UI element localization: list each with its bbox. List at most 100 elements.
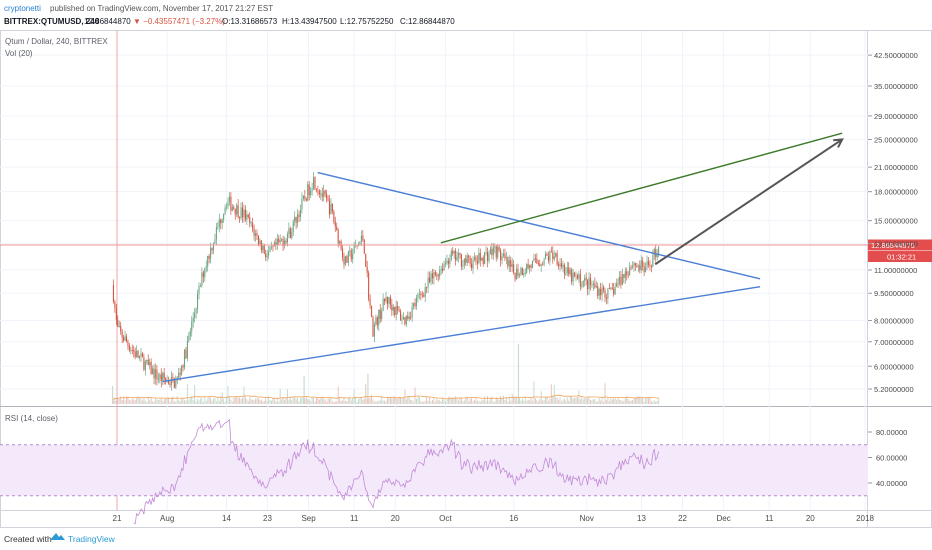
volume-bar [272,397,274,404]
candle-body [504,253,506,259]
candle-body [610,287,612,289]
candle-body [228,196,230,202]
volume-bar [256,398,258,404]
candle-body [202,272,204,277]
volume-bar [355,397,357,404]
candle-body [620,276,622,285]
volume-bar [371,394,373,404]
candle-body [456,256,458,261]
candle-body [446,260,448,263]
candle-body [159,374,161,379]
candle-body [368,272,370,299]
trendline-green [440,132,843,244]
volume-bar [124,400,126,404]
candle-body [124,336,126,341]
candle-body [500,250,502,261]
last-price-header: 12.86844870 [84,17,131,26]
volume-bar [410,399,412,404]
volume-bar [452,397,454,404]
candle-body [453,250,455,254]
volume-bar [434,401,436,404]
candle-body [385,296,387,302]
time-tick-label: 16 [509,514,518,523]
candle-body [582,280,584,287]
candle-body [402,317,404,320]
candle-body [375,317,377,325]
candle-body [252,222,254,230]
volume-bar [297,397,299,404]
tradingview-brand[interactable]: TradingView [68,534,116,544]
volume-bar [656,401,658,404]
candle-body [346,256,348,263]
volume-bar [626,396,628,404]
volume-bar [131,398,133,404]
volume-bar [115,400,117,404]
volume-bar [125,396,127,404]
volume-bar [285,398,287,404]
candle-body [616,283,618,287]
candle-body [336,226,338,230]
volume-bar [346,401,348,404]
candle-body [189,331,191,336]
volume-bar [150,397,152,404]
volume-bar [482,400,484,404]
volume-bar [313,397,315,404]
candle-body [283,240,286,246]
candle-body [211,247,213,251]
candle-body [565,272,567,274]
published-text: published on TradingView.com, November 1… [50,4,273,13]
volume-bar [239,397,241,404]
volume-bar [479,401,481,404]
volume-bar [468,401,470,404]
author-link[interactable]: cryptonetti [4,4,41,13]
candle-body [366,266,368,273]
volume-bar [494,401,496,404]
candle-body [533,258,535,261]
candle-body [427,277,429,288]
candle-body [465,258,467,263]
volume-bar [589,399,591,404]
candle-body [426,287,428,288]
volume-bar [565,400,567,404]
volume-bar [252,399,254,404]
candle-body [652,255,654,267]
candle-body [491,248,493,256]
candle-body [270,246,273,248]
volume-bar [398,396,400,404]
candle-body [278,238,280,243]
candle-body [415,297,418,307]
candle-body [198,286,200,294]
candle-body [218,219,220,227]
volume-bar [568,400,570,404]
candle-body [399,311,402,321]
volume-bar [446,399,448,404]
candle-body [162,372,164,381]
candle-body [154,369,157,379]
price-tick-label: 13.00000000 [874,239,918,248]
volume-bar [112,400,114,404]
candle-body [581,286,583,288]
candle-body [578,274,580,279]
candle-body [349,250,351,252]
volume-bar [594,399,596,404]
volume-bar [342,400,344,404]
candle-body [341,248,344,258]
candle-body [301,198,303,210]
volume-bar [175,401,177,404]
candle-body [573,272,576,277]
candle-body [337,229,339,244]
candle-body [443,264,445,271]
rsi-pane [0,418,868,525]
time-tick-label: 20 [391,514,400,523]
candle-body [212,243,215,251]
candle-body [326,194,328,199]
candle-body [353,245,355,254]
current-price-badge [868,239,932,251]
candle-body [544,253,547,260]
volume-bar [587,397,589,404]
volume-bar [481,399,483,404]
volume-bar [646,397,648,404]
volume-bar [172,396,174,404]
candle-body [486,252,489,261]
